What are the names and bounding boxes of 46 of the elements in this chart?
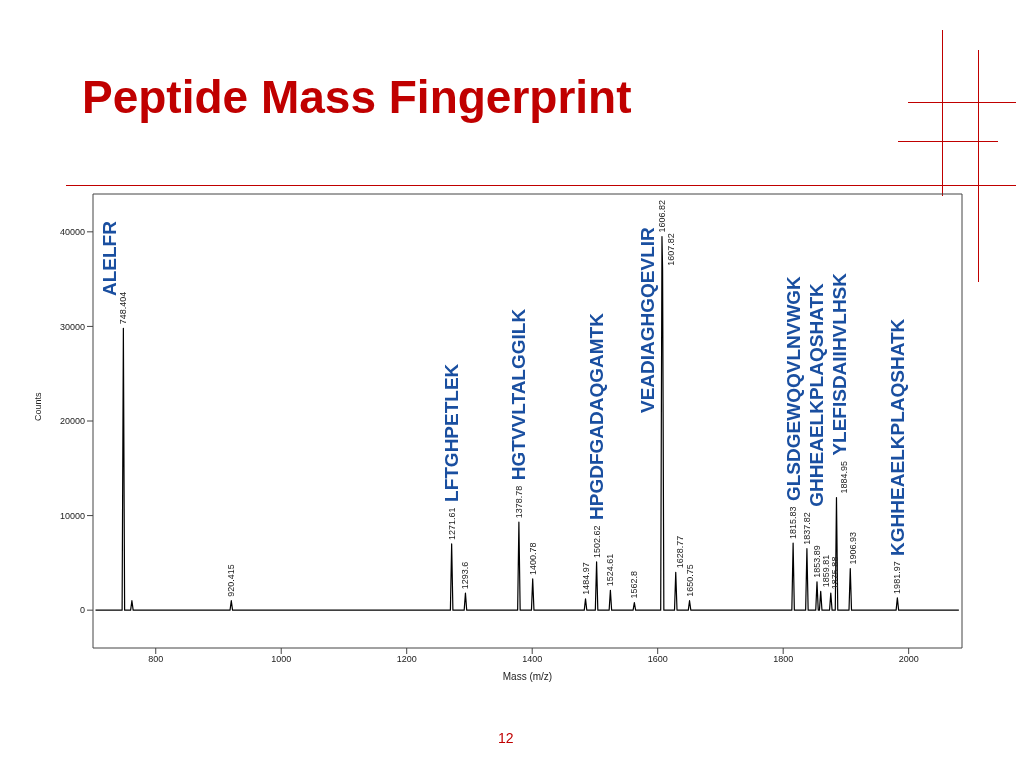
annotation: 748.404	[118, 291, 129, 325]
annotation: 1606.82	[656, 200, 667, 233]
annotation: 1981.97	[892, 561, 903, 594]
y-tick-label: 20000	[59, 416, 85, 427]
annotation: KGHHEAELKPLAQSHATK	[886, 318, 908, 556]
annotation: 1378.78	[513, 485, 524, 519]
chart-title: Peptide Mass Fingerprint	[82, 70, 632, 124]
annotation: GHHEAELKPLAQSHATK	[805, 282, 827, 507]
annotation: ALELFR	[98, 220, 120, 296]
annotation: 1859.81	[820, 554, 831, 588]
annotation: 1837.82	[801, 512, 812, 545]
y-axis-title: Counts	[33, 391, 44, 421]
annotation: 1628.77	[674, 535, 685, 569]
x-tick-label: 1800	[773, 654, 794, 665]
annotation: LFTGHPETLEK	[441, 363, 463, 502]
x-tick-label: 800	[148, 654, 164, 665]
annotation: GLSDGEWQQVLNVWGK	[782, 275, 804, 502]
annotation: 1484.97	[580, 562, 591, 595]
annotation: 1884.95	[838, 461, 849, 494]
annotation: 1271.61	[446, 507, 457, 540]
annotation: 1853.89	[811, 545, 822, 578]
annotation: 1906.93	[847, 532, 858, 565]
annotation: 1607.82	[665, 233, 676, 266]
x-tick-label: 1600	[647, 654, 668, 665]
y-tick-label: 10000	[59, 510, 85, 521]
y-tick-label: 40000	[59, 227, 85, 238]
annotation: 1502.62	[591, 525, 602, 558]
x-tick-label: 1000	[271, 654, 292, 665]
x-tick-label: 1400	[522, 654, 543, 665]
annotation: 1524.61	[605, 553, 616, 587]
annotation: 1293.6	[460, 561, 471, 590]
annotation: 1562.8	[629, 571, 640, 599]
x-axis-title: Mass (m/z)	[502, 671, 553, 682]
y-tick-label: 30000	[59, 321, 85, 332]
annotation: 1400.78	[527, 542, 538, 575]
annotation: 1815.83	[788, 506, 799, 540]
annotation: VEADIAGHGQEVLIR	[637, 226, 659, 413]
annotation: YLEFISDAIIHVLHSK	[828, 272, 850, 456]
text: 12	[498, 730, 514, 746]
annotation: 920.415	[226, 564, 237, 597]
x-tick-label: 2000	[898, 654, 919, 665]
y-tick-label: 0	[79, 605, 85, 616]
annotation: HGTVVLTALGGILK	[508, 308, 530, 481]
annotation: 1650.75	[684, 564, 695, 597]
x-tick-label: 1200	[396, 654, 417, 665]
annotation: HPGDFGADAQGAMTK	[586, 312, 608, 520]
